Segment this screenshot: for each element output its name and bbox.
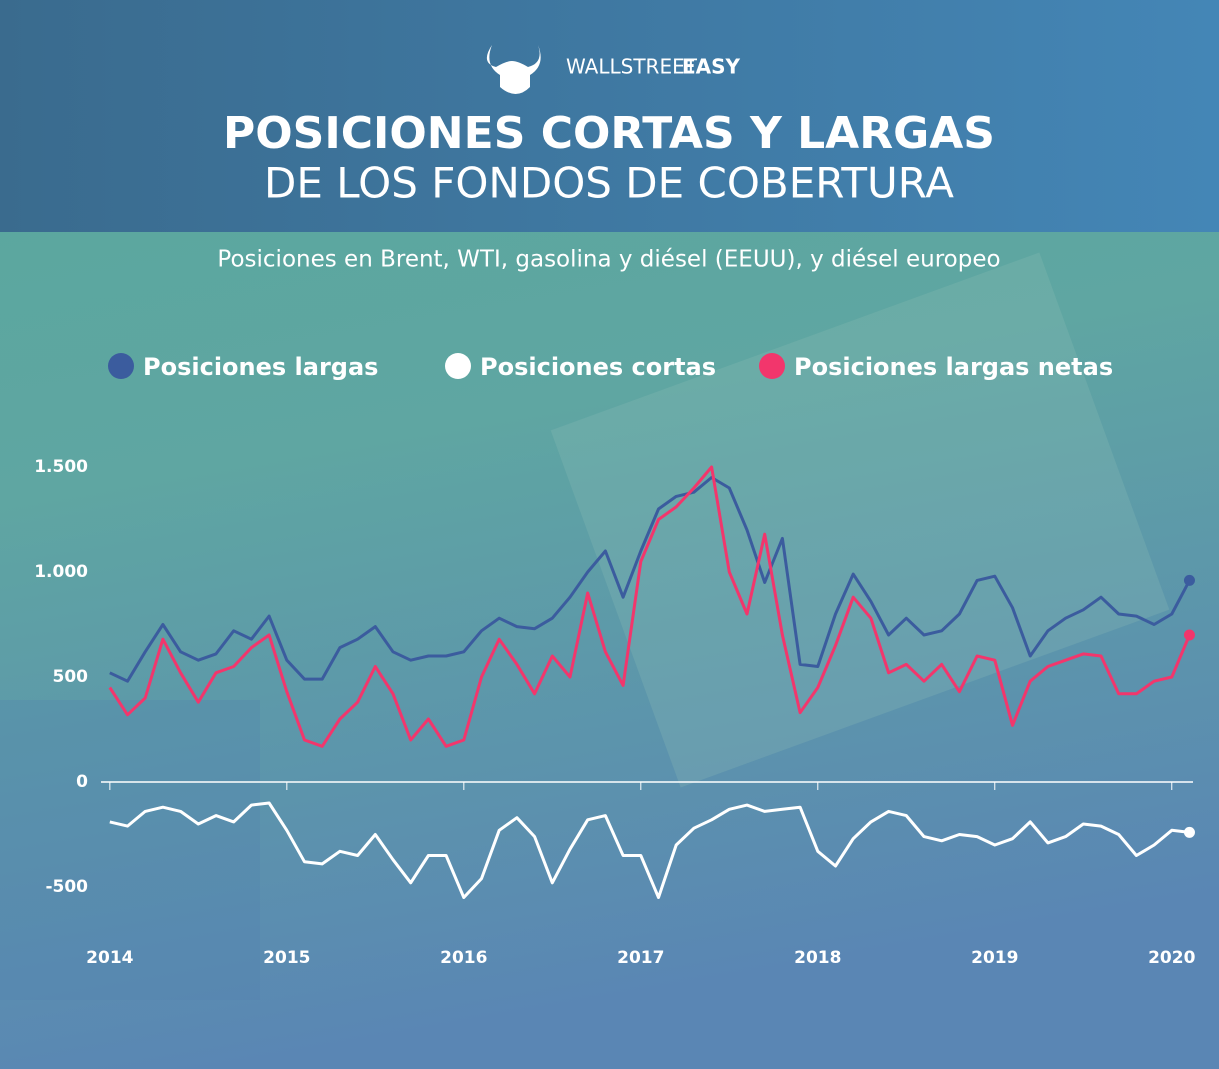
x-tick-label: 2017 [617,948,664,968]
background-shape [0,700,260,1000]
series-line [109,476,1191,683]
chart-subtitle: DE LOS FONDOS DE COBERTURA [264,159,954,208]
series-line [109,801,1190,899]
x-tick-label: 2016 [440,948,487,968]
x-tick-label: 2015 [263,948,310,968]
y-tick-label: 0 [76,772,88,792]
end-point [1183,826,1195,838]
logo-light: WALLSTREET [566,55,698,79]
x-tick-label: 2019 [971,948,1018,968]
legend-label: Posiciones cortas [480,353,716,381]
x-tick-label: 2018 [794,948,841,968]
legend-label: Posiciones largas netas [794,353,1113,381]
end-point [1183,574,1195,586]
x-tick-label: 2020 [1148,948,1195,968]
end-point [1183,629,1195,641]
x-tick-label: 2014 [86,948,133,968]
series-line [108,465,1191,748]
y-tick-label: 1.500 [34,457,88,477]
y-tick-label: 1.000 [34,562,88,582]
legend-swatch [759,353,785,379]
background-shape [550,252,1170,788]
header [0,0,1219,232]
logo-icon [486,45,541,94]
legend-swatch [445,353,471,379]
y-tick-label: -500 [45,877,88,897]
legend-label: Posiciones largas [143,353,378,381]
chart-description: Posiciones en Brent, WTI, gasolina y dié… [217,247,1000,273]
y-tick-label: 500 [53,667,89,687]
logo-bold: EASY [682,55,741,79]
chart-title: POSICIONES CORTAS Y LARGAS [223,108,995,159]
legend-swatch [108,353,134,379]
